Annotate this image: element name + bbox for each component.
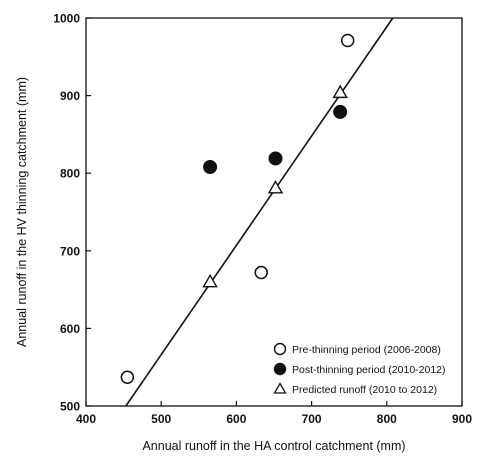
point-predicted bbox=[332, 84, 348, 99]
x-tick-label: 900 bbox=[452, 412, 472, 426]
point-predicted bbox=[267, 180, 284, 194]
axis-titles: Annual runoff in the HA control catchmen… bbox=[15, 77, 406, 453]
y-tick-label: 900 bbox=[60, 89, 80, 103]
x-tick-label: 400 bbox=[76, 412, 96, 426]
point-post-thinning bbox=[268, 151, 283, 166]
regression-line-group bbox=[125, 17, 394, 407]
x-axis-title: Annual runoff in the HA control catchmen… bbox=[142, 439, 405, 453]
plot-frame bbox=[85, 17, 463, 407]
point-post-thinning bbox=[203, 159, 218, 174]
y-tick-label: 800 bbox=[60, 167, 80, 181]
legend-entry-predicted: Predicted runoff (2010 to 2012) bbox=[273, 382, 437, 396]
point-pre-thinning bbox=[254, 265, 268, 280]
point-post-thinning bbox=[333, 104, 348, 119]
legend-entry-pre-thinning: Pre-thinning period (2006-2008) bbox=[273, 342, 441, 356]
axes bbox=[85, 17, 463, 407]
y-tick-label: 700 bbox=[60, 244, 80, 258]
point-predicted bbox=[202, 273, 218, 288]
legend-marker-open-triangle bbox=[273, 382, 287, 394]
regression-line bbox=[125, 17, 394, 407]
legend-marker-filled-circle bbox=[273, 362, 287, 376]
legend-label-predicted: Predicted runoff (2010 to 2012) bbox=[292, 384, 437, 396]
y-tick-label: 1000 bbox=[53, 12, 80, 26]
legend-marker-open-circle bbox=[273, 342, 287, 356]
x-tick-label: 600 bbox=[226, 412, 246, 426]
legend-label-pre-thinning: Pre-thinning period (2006-2008) bbox=[292, 344, 441, 356]
x-tick-label: 500 bbox=[151, 412, 171, 426]
legend-label-post-thinning: Post-thinning period (2010-2012) bbox=[292, 364, 446, 376]
y-tick-label: 500 bbox=[60, 400, 80, 414]
x-tick-label: 800 bbox=[377, 412, 397, 426]
point-pre-thinning bbox=[120, 370, 135, 385]
x-tick-label: 700 bbox=[302, 412, 322, 426]
legend-entry-post-thinning: Post-thinning period (2010-2012) bbox=[273, 362, 446, 376]
data-points bbox=[120, 33, 355, 385]
legend: Pre-thinning period (2006-2008) Post-thi… bbox=[273, 342, 446, 396]
y-tick-label: 600 bbox=[60, 322, 80, 336]
y-axis-title: Annual runoff in the HV thinning catchme… bbox=[15, 77, 29, 347]
point-pre-thinning bbox=[340, 33, 355, 48]
